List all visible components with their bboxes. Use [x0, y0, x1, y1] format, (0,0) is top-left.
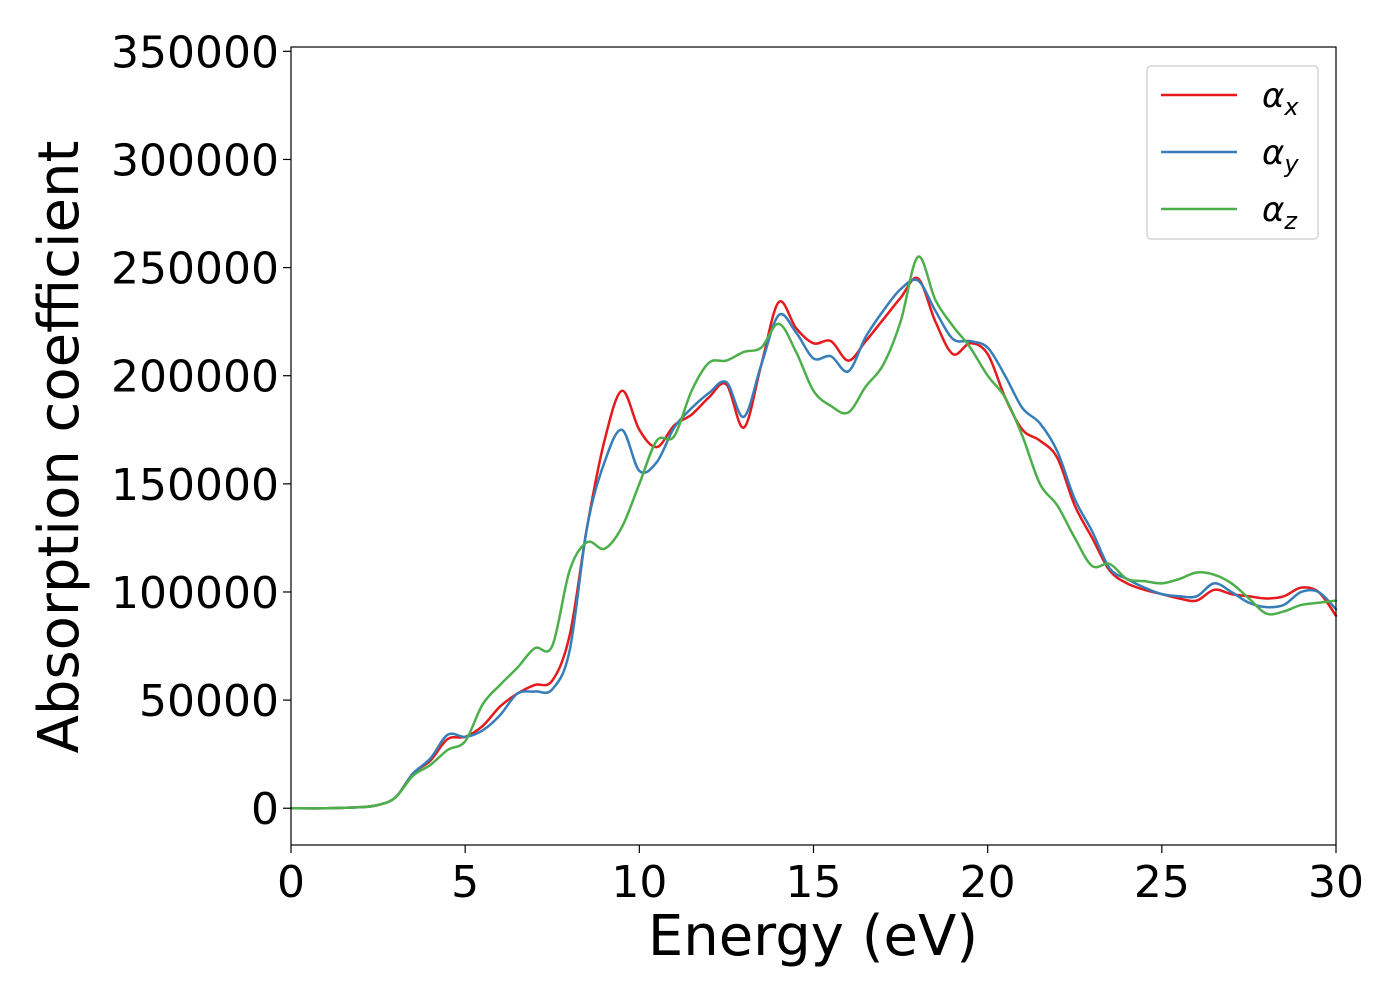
y-tick-label: 300000	[111, 135, 279, 186]
series-line-y	[289, 278, 1338, 810]
y-tick-label: 100000	[111, 568, 279, 619]
x-tick-label: 10	[611, 857, 667, 908]
y-axis-title: Absorption coefficient	[27, 141, 92, 754]
x-axis-title: Energy (eV)	[648, 904, 978, 969]
y-tick-label: 0	[251, 784, 279, 835]
x-tick-label: 15	[786, 857, 842, 908]
y-tick-label: 150000	[111, 460, 279, 511]
y-tick-label: 200000	[111, 352, 279, 403]
x-tick-label: 25	[1134, 857, 1190, 908]
x-tick-label: 5	[451, 857, 479, 908]
series-layer	[289, 255, 1338, 810]
legend-label-y: αy	[1262, 133, 1299, 178]
x-tick-label: 30	[1308, 857, 1364, 908]
y-tick-label: 250000	[111, 244, 279, 295]
x-axis-ticks: 0 5 10 15 20 25 30	[277, 845, 1364, 908]
y-axis-ticks: 0 50000 100000 150000 200000 250000 300000 3500…	[111, 27, 291, 835]
y-tick-label: 50000	[139, 676, 279, 727]
series-line-z	[289, 255, 1338, 810]
y-tick-label: 350000	[111, 27, 279, 78]
x-tick-label: 0	[277, 857, 305, 908]
x-tick-label: 20	[960, 857, 1016, 908]
